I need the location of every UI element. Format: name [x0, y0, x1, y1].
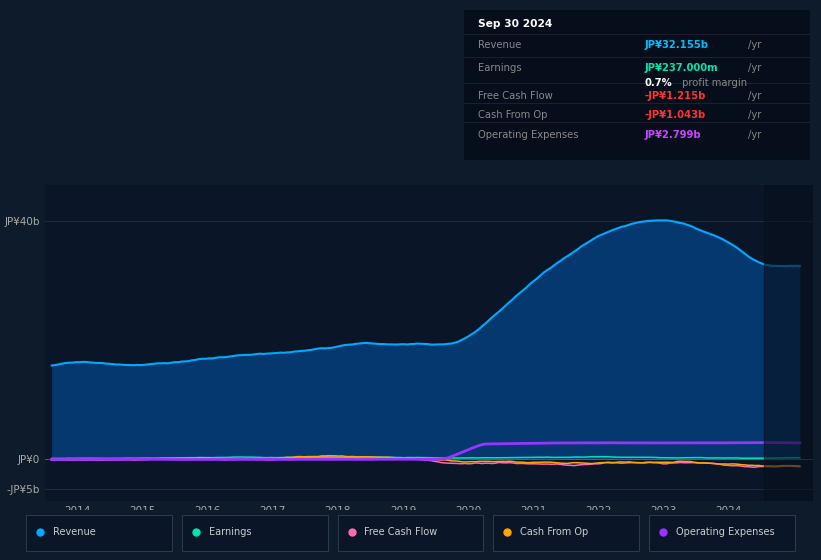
Text: Operating Expenses: Operating Expenses — [478, 129, 578, 139]
Text: Free Cash Flow: Free Cash Flow — [478, 91, 553, 101]
Text: Free Cash Flow: Free Cash Flow — [365, 528, 438, 538]
FancyBboxPatch shape — [493, 515, 639, 552]
Text: JP¥32.155b: JP¥32.155b — [644, 40, 708, 49]
Text: Earnings: Earnings — [478, 63, 521, 73]
Text: Cash From Op: Cash From Op — [520, 528, 589, 538]
FancyBboxPatch shape — [649, 515, 795, 552]
Text: -JP¥1.215b: -JP¥1.215b — [644, 91, 705, 101]
Text: /yr: /yr — [748, 91, 761, 101]
Text: Operating Expenses: Operating Expenses — [676, 528, 774, 538]
Text: JP¥2.799b: JP¥2.799b — [644, 129, 700, 139]
Text: /yr: /yr — [748, 63, 761, 73]
Text: Cash From Op: Cash From Op — [478, 110, 547, 120]
Bar — [764, 185, 813, 501]
FancyBboxPatch shape — [337, 515, 484, 552]
Text: /yr: /yr — [748, 40, 761, 49]
Text: Earnings: Earnings — [209, 528, 251, 538]
Text: -JP¥1.043b: -JP¥1.043b — [644, 110, 705, 120]
Text: 0.7%: 0.7% — [644, 78, 672, 88]
Text: /yr: /yr — [748, 110, 761, 120]
Text: JP¥237.000m: JP¥237.000m — [644, 63, 718, 73]
Text: Revenue: Revenue — [478, 40, 521, 49]
Text: Revenue: Revenue — [53, 528, 96, 538]
FancyBboxPatch shape — [182, 515, 328, 552]
Text: /yr: /yr — [748, 129, 761, 139]
Text: Sep 30 2024: Sep 30 2024 — [478, 18, 552, 29]
FancyBboxPatch shape — [26, 515, 172, 552]
Text: profit margin: profit margin — [679, 78, 747, 88]
